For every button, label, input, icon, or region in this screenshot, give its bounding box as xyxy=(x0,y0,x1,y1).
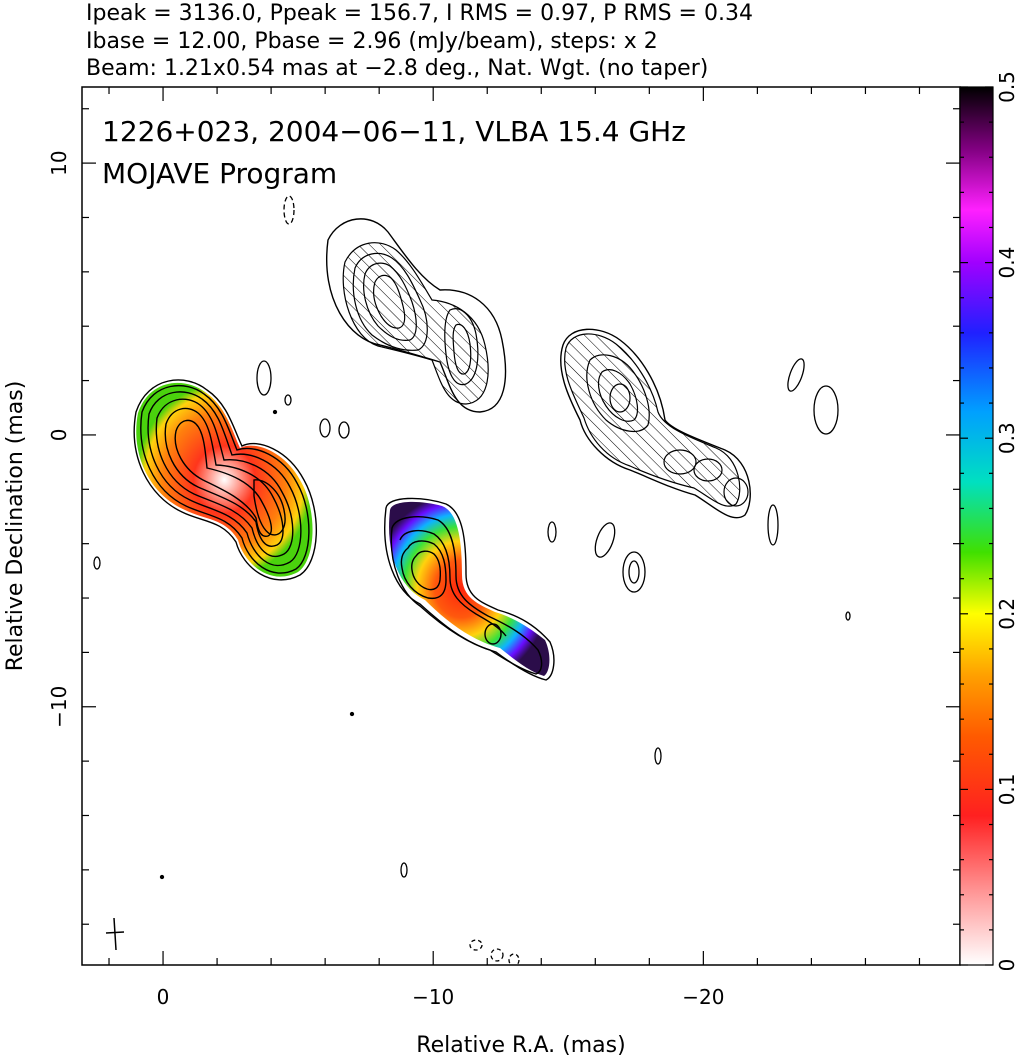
x-tick-label: −10 xyxy=(412,985,454,1009)
plot-frame xyxy=(81,86,961,966)
panel-title-line-2: MOJAVE Program xyxy=(102,157,337,190)
beam-marker xyxy=(105,917,125,951)
noise-contours xyxy=(93,195,851,965)
y-axis-label: Relative Declination (mas) xyxy=(3,381,28,672)
colorbar-tick-label: 0 xyxy=(995,959,1019,972)
colorbar-tick-label: 0.4 xyxy=(995,247,1019,279)
colorbar-ticks xyxy=(960,86,993,966)
colorbar-tick-label: 0.3 xyxy=(995,422,1019,454)
panel-stokes-i-evpa xyxy=(384,497,555,681)
panel-fractional-polarization xyxy=(560,328,751,519)
colorbar-tick-label: 0.2 xyxy=(995,598,1019,630)
panel-stokes-i-color xyxy=(133,379,318,581)
colorbar-tick-label: 0.1 xyxy=(995,773,1019,805)
panel-title-line-1: 1226+023, 2004−06−11, VLBA 15.4 GHz xyxy=(102,115,686,148)
y-tick-label: −10 xyxy=(47,686,71,728)
colorbar-tick-labels: 0 0.1 0.2 0.3 0.4 0.5 xyxy=(995,71,1019,971)
panel-polarized-intensity xyxy=(326,218,507,413)
x-tick-label: −20 xyxy=(682,985,724,1009)
x-axis-label: Relative R.A. (mas) xyxy=(416,1033,625,1058)
axis-tick-labels: 0 −10 −20 10 0 −10 xyxy=(47,150,724,1009)
x-tick-label: 0 xyxy=(157,985,170,1009)
header-line-2: Ibase = 12.00, Pbase = 2.96 (mJy/beam), … xyxy=(86,29,658,54)
y-tick-label: 10 xyxy=(47,150,71,175)
y-tick-label: 0 xyxy=(47,429,71,442)
header-line-3: Beam: 1.21x0.54 mas at −2.8 deg., Nat. W… xyxy=(86,56,708,81)
map-area xyxy=(93,195,851,965)
header-line-1: Ipeak = 3136.0, Ppeak = 156.7, I RMS = 0… xyxy=(86,1,753,26)
colorbar-tick-label: 0.5 xyxy=(995,71,1019,103)
colorbar xyxy=(959,86,994,966)
axis-ticks xyxy=(82,87,960,965)
